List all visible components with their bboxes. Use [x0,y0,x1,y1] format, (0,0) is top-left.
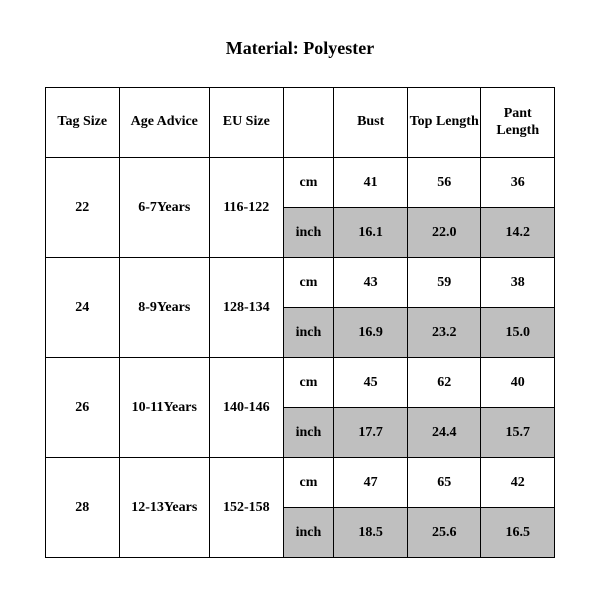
table-row: 26 10-11Years 140-146 cm 45 62 40 [46,358,555,408]
cell-bust-cm: 47 [334,458,408,508]
cell-top-inch: 22.0 [407,208,481,258]
col-bust: Bust [334,88,408,158]
cell-tag: 24 [46,258,120,358]
cell-age: 10-11Years [119,358,210,458]
cell-age: 8-9Years [119,258,210,358]
page-title: Material: Polyester [45,38,555,59]
cell-unit-inch: inch [283,408,334,458]
col-age-advice: Age Advice [119,88,210,158]
cell-pant-inch: 15.0 [481,308,555,358]
cell-eu: 152-158 [210,458,284,558]
col-eu-size: EU Size [210,88,284,158]
col-pant-length: Pant Length [481,88,555,158]
cell-unit-inch: inch [283,508,334,558]
cell-bust-cm: 43 [334,258,408,308]
cell-top-cm: 62 [407,358,481,408]
cell-pant-cm: 42 [481,458,555,508]
cell-top-inch: 24.4 [407,408,481,458]
col-top-length: Top Length [407,88,481,158]
cell-unit-inch: inch [283,308,334,358]
col-tag-size: Tag Size [46,88,120,158]
cell-pant-inch: 15.7 [481,408,555,458]
cell-unit-cm: cm [283,258,334,308]
cell-pant-inch: 14.2 [481,208,555,258]
cell-eu: 116-122 [210,158,284,258]
size-table: Tag Size Age Advice EU Size Bust Top Len… [45,87,555,558]
cell-pant-inch: 16.5 [481,508,555,558]
cell-eu: 140-146 [210,358,284,458]
cell-pant-cm: 38 [481,258,555,308]
cell-bust-inch: 18.5 [334,508,408,558]
table-header-row: Tag Size Age Advice EU Size Bust Top Len… [46,88,555,158]
table-row: 22 6-7Years 116-122 cm 41 56 36 [46,158,555,208]
cell-top-inch: 23.2 [407,308,481,358]
cell-top-cm: 65 [407,458,481,508]
cell-bust-inch: 16.9 [334,308,408,358]
table-row: 28 12-13Years 152-158 cm 47 65 42 [46,458,555,508]
table-row: 24 8-9Years 128-134 cm 43 59 38 [46,258,555,308]
cell-eu: 128-134 [210,258,284,358]
cell-age: 6-7Years [119,158,210,258]
cell-unit-cm: cm [283,458,334,508]
cell-bust-inch: 17.7 [334,408,408,458]
cell-pant-cm: 36 [481,158,555,208]
cell-top-cm: 56 [407,158,481,208]
cell-tag: 22 [46,158,120,258]
cell-bust-inch: 16.1 [334,208,408,258]
cell-unit-cm: cm [283,358,334,408]
col-unit [283,88,334,158]
cell-top-inch: 25.6 [407,508,481,558]
cell-bust-cm: 41 [334,158,408,208]
cell-tag: 28 [46,458,120,558]
cell-unit-inch: inch [283,208,334,258]
cell-bust-cm: 45 [334,358,408,408]
cell-tag: 26 [46,358,120,458]
cell-top-cm: 59 [407,258,481,308]
cell-age: 12-13Years [119,458,210,558]
cell-pant-cm: 40 [481,358,555,408]
cell-unit-cm: cm [283,158,334,208]
